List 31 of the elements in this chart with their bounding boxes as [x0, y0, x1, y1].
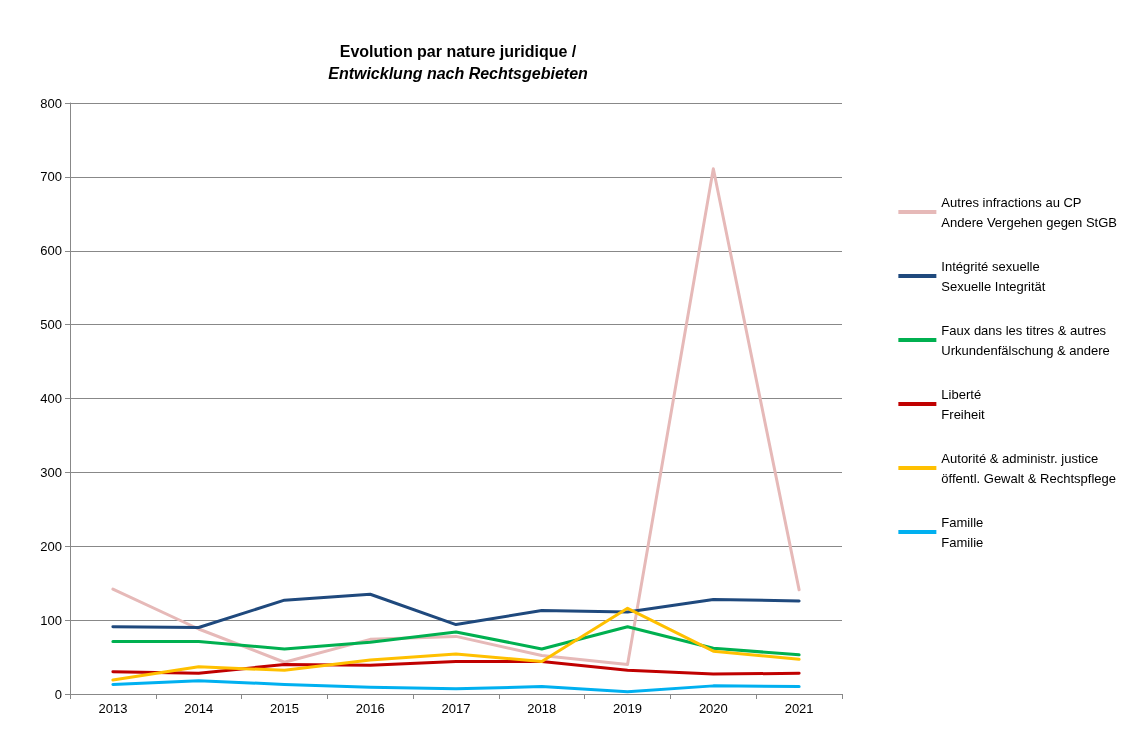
- y-tick-label: 800: [40, 95, 62, 111]
- y-tick-label: 700: [40, 169, 62, 185]
- legend-label: Famille Familie: [941, 514, 984, 550]
- x-tick-label: 2017: [441, 701, 471, 716]
- legend-label: Liberté Freiheit: [941, 386, 986, 422]
- legend-label: Faux dans les titres & autres Urkundenfälschung & andere: [941, 322, 1110, 358]
- x-tick-label: 2015: [269, 701, 299, 716]
- line-series: [111, 679, 801, 694]
- x-tick-label: 2020: [698, 701, 728, 716]
- x-tick-label: 2016: [355, 701, 385, 716]
- line-series: [111, 625, 801, 657]
- x-tick-label: 2018: [527, 701, 557, 716]
- y-tick-label: 400: [40, 391, 62, 406]
- y-tick-label: 600: [40, 243, 62, 259]
- line-series: [111, 167, 801, 666]
- x-tick-label: 2021: [784, 701, 814, 716]
- line-series: [111, 592, 801, 630]
- y-tick-label: 200: [40, 538, 62, 554]
- x-tick-label: 2014: [184, 701, 214, 716]
- legend-label: Autres infractions au CP Andere Vergehen gegen StGB: [941, 194, 1118, 230]
- chart-title: Evolution par nature juridique /: [339, 42, 577, 60]
- legend-label: Autorité & administr. justice öffentl. Gewalt & Rechtspflege: [941, 450, 1117, 486]
- x-tick-label: 2019: [613, 701, 643, 716]
- line-series: [111, 606, 801, 682]
- legend-label: Intégrité sexuelle Sexuelle Integrität: [941, 258, 1046, 294]
- y-tick-label: 0: [54, 686, 62, 702]
- y-tick-label: 100: [40, 612, 62, 628]
- x-tick-label: 2013: [98, 701, 128, 716]
- chart-subtitle: Entwicklung nach Rechtsgebieten: [328, 64, 589, 82]
- y-tick-label: 300: [40, 464, 62, 480]
- y-tick-label: 500: [40, 317, 62, 333]
